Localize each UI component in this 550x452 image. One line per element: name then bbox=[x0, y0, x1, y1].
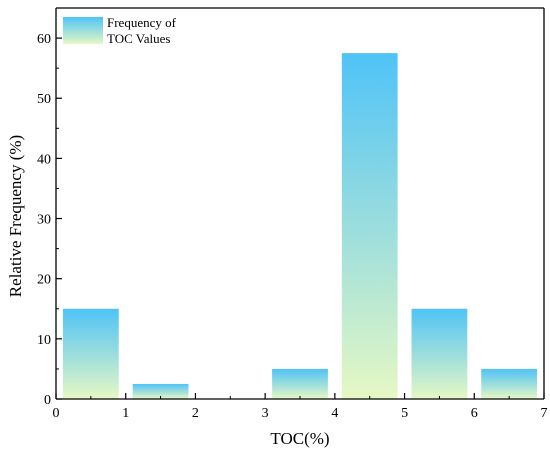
y-axis-title: Relative Frequency (%) bbox=[6, 135, 25, 297]
bar-bin-4 bbox=[341, 53, 398, 399]
y-tick-label-20: 20 bbox=[37, 273, 51, 288]
axes-group bbox=[55, 7, 545, 400]
x-tick-label-2: 2 bbox=[192, 406, 199, 421]
legend-swatch bbox=[63, 17, 103, 44]
bar-bin-0 bbox=[62, 308, 119, 399]
y-tick-label-50: 50 bbox=[37, 92, 51, 107]
x-tick-label-7: 7 bbox=[541, 406, 548, 421]
x-tick-label-1: 1 bbox=[122, 406, 129, 421]
y-tick-label-10: 10 bbox=[37, 333, 51, 348]
bar-bin-1 bbox=[132, 383, 189, 399]
x-tick-label-0: 0 bbox=[53, 406, 60, 421]
bar-bin-3 bbox=[272, 368, 328, 399]
ticks-group: 0 1 2 3 4 5 6 7 0 10 20 30 40 50 60 bbox=[37, 32, 548, 421]
x-tick-label-5: 5 bbox=[401, 406, 408, 421]
x-axis-title: TOC(%) bbox=[270, 429, 329, 448]
x-tick-label-6: 6 bbox=[471, 406, 478, 421]
x-tick-label-4: 4 bbox=[331, 406, 338, 421]
legend: Frequency of TOC Values bbox=[63, 15, 177, 46]
bar-bin-6 bbox=[481, 368, 538, 399]
bar-bin-5 bbox=[411, 308, 468, 399]
bars-group bbox=[62, 53, 538, 399]
y-tick-label-0: 0 bbox=[44, 393, 51, 408]
y-tick-label-60: 60 bbox=[37, 32, 51, 47]
y-tick-label-40: 40 bbox=[37, 152, 51, 167]
legend-label-line-1: Frequency of bbox=[107, 15, 177, 30]
legend-label-line-2: TOC Values bbox=[107, 31, 170, 46]
x-tick-label-3: 3 bbox=[262, 406, 269, 421]
y-tick-label-30: 30 bbox=[37, 213, 51, 228]
